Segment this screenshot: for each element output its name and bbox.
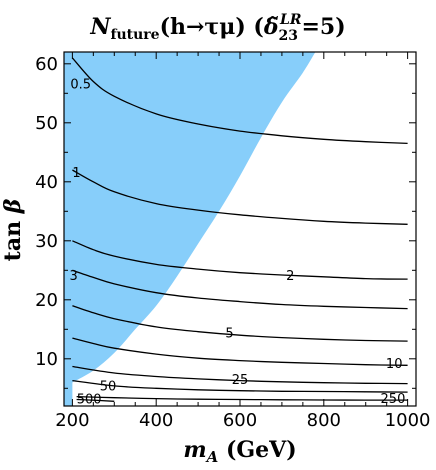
- contour-line-250: [76, 395, 408, 401]
- contour-label-1: 1: [72, 166, 80, 181]
- title-tail: =5): [301, 14, 345, 40]
- contour-line-5: [72, 305, 408, 342]
- title-delta: δ̃: [263, 14, 279, 40]
- title-delta-sup: LR: [279, 12, 301, 28]
- contour-line-3: [72, 269, 408, 310]
- y-axis-label: tan β: [0, 198, 26, 261]
- chart-title: Nfuture(h→τμ) (δ̃23LR=5): [89, 12, 345, 44]
- tick-layer: 200 400 600 800 1000 10 20 30 40 50 60: [35, 52, 431, 431]
- y-tick-label: 40: [35, 172, 58, 193]
- contour-label-5: 5: [225, 326, 233, 341]
- y-axis-greek: β: [0, 198, 26, 214]
- title-process: (h→τμ) (: [160, 14, 264, 40]
- contour-line-0-5: [71, 57, 408, 145]
- excluded-region: [64, 52, 316, 406]
- contour-label-500: 500: [77, 393, 102, 408]
- x-axis-label: mA (GeV): [183, 437, 296, 466]
- y-tick-label: 30: [35, 231, 58, 252]
- x-tick-label: 600: [223, 410, 257, 431]
- y-axis-var: tan: [0, 213, 26, 261]
- excluded-region-layer: [64, 52, 316, 406]
- contour-label-0-5: 0.5: [70, 77, 91, 92]
- contour-line-25: [72, 365, 408, 385]
- title-main: N: [89, 14, 111, 40]
- contour-label-2: 2: [286, 269, 294, 284]
- y-tick-label: 50: [35, 113, 58, 134]
- contour-label-10: 10: [386, 357, 403, 372]
- y-tick-label: 10: [35, 349, 58, 370]
- contour-line-50: [72, 379, 408, 393]
- contour-line-2: [72, 240, 408, 280]
- x-tick-label: 200: [55, 410, 89, 431]
- y-tick-label: 20: [35, 290, 58, 311]
- y-tick-label: 60: [35, 54, 58, 75]
- x-axis-var: m: [183, 437, 206, 463]
- contour-line-1: [72, 169, 408, 225]
- x-tick-label: 400: [139, 410, 173, 431]
- title-main-sub: future: [110, 27, 159, 43]
- x-axis-unit: (GeV): [218, 437, 296, 463]
- contour-label-3: 3: [69, 269, 77, 284]
- contour-line-10: [72, 337, 408, 366]
- contour-label-250: 250: [381, 392, 406, 407]
- contour-label-25: 25: [232, 373, 249, 388]
- title-delta-sub: 23: [279, 28, 298, 44]
- x-tick-label: 800: [307, 410, 341, 431]
- x-tick-label: 1000: [385, 410, 431, 431]
- contour-line-500: [76, 398, 115, 402]
- x-axis-sub: A: [205, 448, 219, 466]
- contour-label-50: 50: [100, 380, 117, 395]
